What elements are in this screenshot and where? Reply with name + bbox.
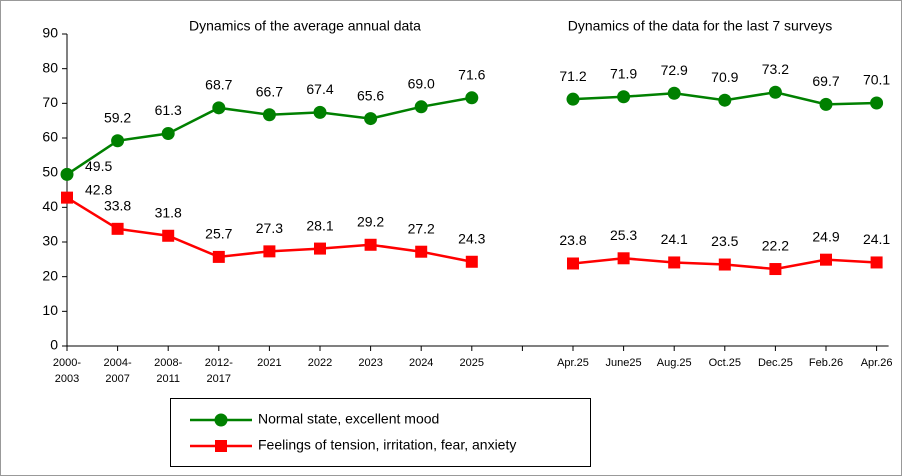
data-label: 28.1: [306, 217, 333, 233]
x-tick-label: Dec.25: [758, 357, 793, 369]
marker: [768, 85, 782, 99]
marker: [162, 229, 175, 242]
y-tick-label: 0: [50, 337, 58, 353]
marker: [465, 91, 479, 105]
data-label: 27.3: [256, 220, 283, 236]
data-label: 25.3: [610, 227, 637, 243]
legend-label: Normal state, excellent mood: [258, 411, 439, 427]
x-tick-label: 2023: [358, 357, 382, 369]
marker: [161, 126, 175, 140]
marker: [819, 97, 833, 111]
data-label: 33.8: [104, 198, 131, 214]
marker: [262, 108, 276, 122]
data-label: 29.2: [357, 213, 384, 229]
x-tick-label: 2025: [460, 357, 484, 369]
x-tick-label: 2022: [308, 357, 332, 369]
data-label: 66.7: [256, 83, 283, 99]
marker: [870, 256, 883, 269]
marker: [415, 245, 428, 258]
y-tick-label: 70: [42, 94, 58, 110]
data-label: 49.5: [85, 158, 112, 174]
marker: [667, 86, 681, 100]
annotation: Dynamics of the data for the last 7 surv…: [568, 18, 833, 34]
y-tick-label: 20: [42, 267, 58, 283]
marker: [61, 191, 73, 204]
marker: [364, 112, 378, 126]
marker: [870, 96, 884, 110]
x-tick-label: June25: [606, 357, 642, 369]
marker: [215, 440, 227, 452]
marker: [718, 258, 731, 271]
data-label: 27.2: [408, 220, 435, 236]
marker: [668, 256, 681, 269]
data-label: 72.9: [661, 62, 688, 78]
data-label: 68.7: [205, 77, 232, 93]
y-tick-label: 80: [42, 59, 58, 75]
data-label: 23.5: [711, 233, 738, 249]
marker: [314, 242, 326, 255]
data-label: 65.6: [357, 87, 384, 103]
data-label: 22.2: [762, 238, 789, 254]
x-tick-label: Apr.26: [861, 357, 893, 369]
marker: [567, 257, 579, 270]
x-tick-label: Oct.25: [709, 357, 741, 369]
x-tick-label: Feb.26: [809, 357, 843, 369]
x-tick-label: 2008-2011: [154, 357, 182, 385]
data-label: 71.6: [458, 66, 485, 82]
data-label: 59.2: [104, 109, 131, 125]
data-label: 70.1: [863, 72, 890, 88]
data-label: 69.7: [812, 73, 839, 89]
marker: [60, 167, 74, 181]
data-label: 70.9: [711, 69, 738, 85]
marker: [769, 263, 782, 276]
data-label: 23.8: [559, 232, 586, 248]
y-tick-label: 40: [42, 198, 58, 214]
marker: [263, 245, 276, 258]
data-label: 71.9: [610, 65, 637, 81]
marker: [214, 413, 228, 427]
data-label: 24.3: [458, 230, 485, 246]
x-tick-label: 2004-2007: [104, 357, 132, 385]
data-label: 73.2: [762, 61, 789, 77]
marker: [718, 93, 732, 107]
data-label: 67.4: [306, 81, 333, 97]
marker: [414, 100, 428, 114]
data-label: 24.1: [863, 231, 890, 247]
x-tick-label: Apr.25: [557, 357, 589, 369]
x-tick-label: 2021: [257, 357, 281, 369]
marker: [465, 255, 478, 268]
data-label: 69.0: [408, 76, 435, 92]
data-label: 24.9: [812, 228, 839, 244]
y-tick-label: 60: [42, 129, 58, 145]
marker: [566, 92, 580, 106]
marker: [212, 101, 226, 115]
legend-label: Feelings of tension, irritation, fear, a…: [258, 437, 516, 453]
data-label: 24.1: [661, 231, 688, 247]
marker: [111, 222, 124, 235]
x-tick-label: 2012-2017: [205, 357, 233, 385]
y-tick-label: 30: [42, 233, 58, 249]
data-label: 61.3: [155, 102, 182, 118]
marker: [364, 238, 377, 251]
y-tick-label: 90: [42, 25, 58, 41]
data-label: 71.2: [559, 68, 586, 84]
annotation: Dynamics of the average annual data: [189, 18, 421, 34]
marker: [111, 134, 125, 148]
x-tick-label: Aug.25: [657, 357, 692, 369]
y-tick-label: 50: [42, 163, 58, 179]
data-label: 42.8: [85, 181, 112, 197]
marker: [313, 105, 327, 119]
marker: [617, 90, 631, 104]
x-tick-label: 2000-2003: [53, 357, 81, 385]
data-label: 25.7: [205, 226, 232, 242]
x-tick-label: 2024: [409, 357, 433, 369]
y-tick-label: 10: [42, 302, 58, 318]
marker: [212, 250, 225, 263]
marker: [820, 253, 832, 266]
marker: [617, 252, 630, 265]
data-label: 31.8: [155, 204, 182, 220]
legend-box: [170, 398, 591, 467]
